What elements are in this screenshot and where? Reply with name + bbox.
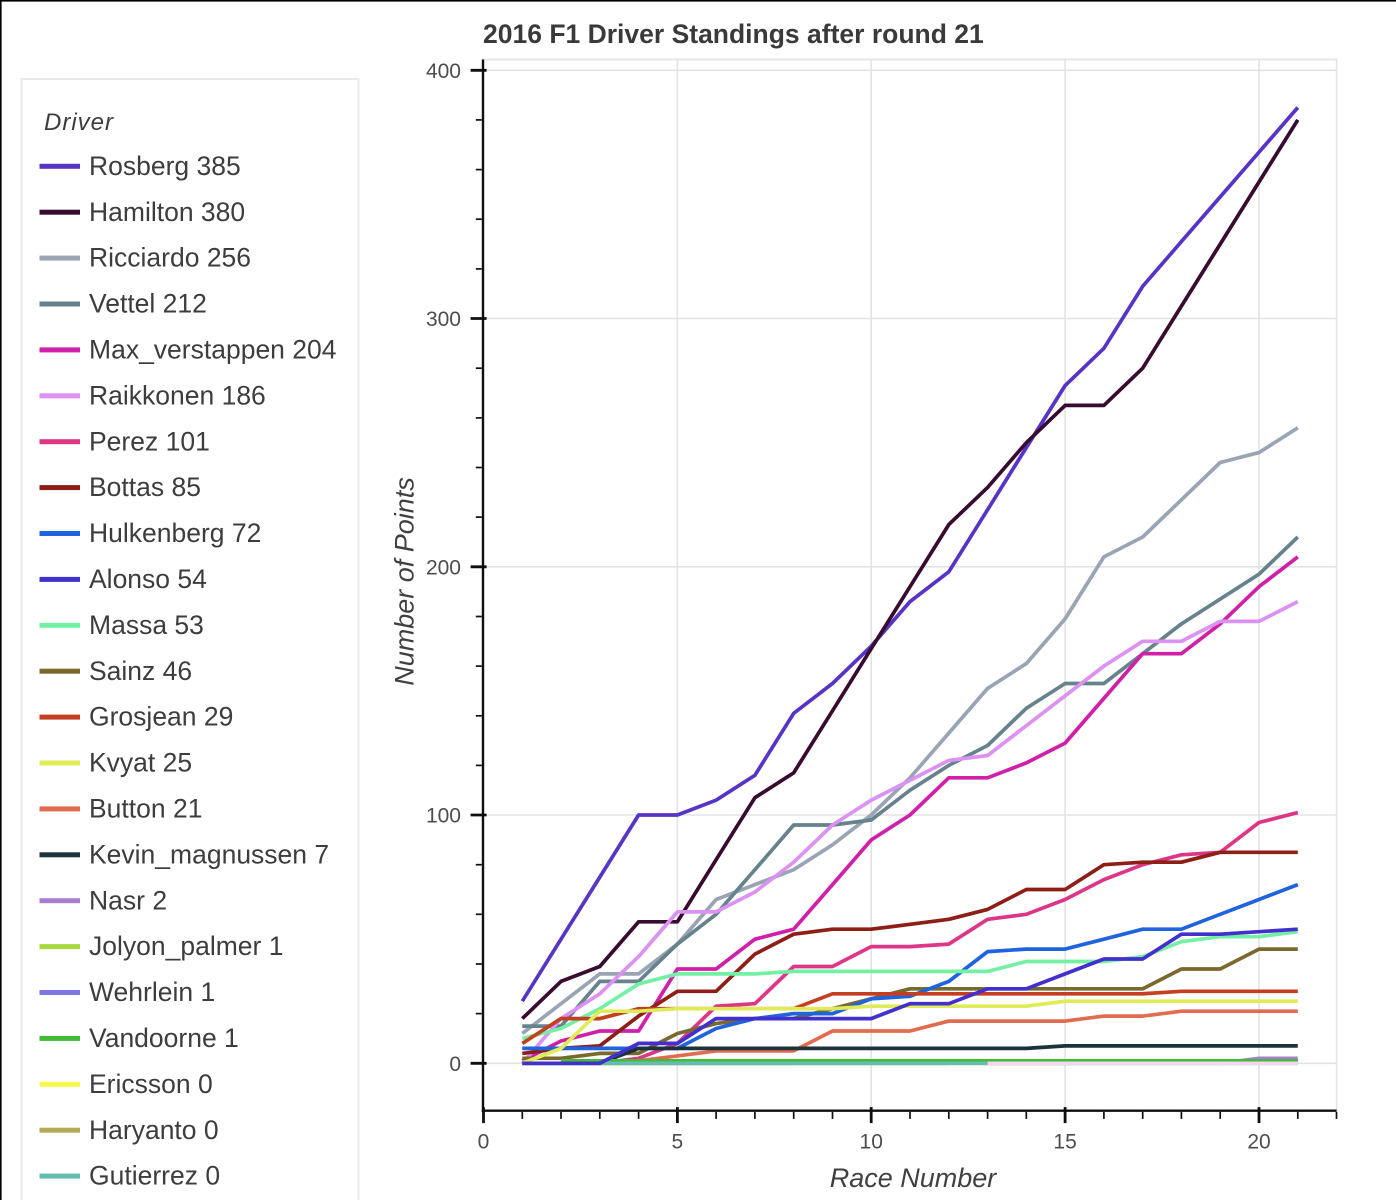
svg-text:2016 F1 Driver Standings after: 2016 F1 Driver Standings after round 21: [483, 19, 984, 49]
svg-text:300: 300: [426, 308, 461, 331]
svg-text:Vettel 212: Vettel 212: [89, 289, 207, 319]
svg-text:Wehrlein 1: Wehrlein 1: [89, 977, 215, 1007]
svg-text:Vandoorne 1: Vandoorne 1: [89, 1023, 239, 1053]
svg-text:Alonso 54: Alonso 54: [89, 564, 207, 594]
svg-text:Haryanto 0: Haryanto 0: [89, 1115, 219, 1145]
svg-text:20: 20: [1247, 1131, 1270, 1154]
svg-text:Ericsson 0: Ericsson 0: [89, 1069, 213, 1099]
svg-text:Sainz 46: Sainz 46: [89, 656, 192, 686]
svg-text:Hulkenberg 72: Hulkenberg 72: [89, 518, 261, 548]
svg-text:Rosberg 385: Rosberg 385: [89, 151, 241, 181]
svg-text:Ricciardo 256: Ricciardo 256: [89, 243, 251, 273]
svg-text:Kevin_magnussen 7: Kevin_magnussen 7: [89, 839, 329, 869]
svg-text:Bottas 85: Bottas 85: [89, 472, 201, 502]
svg-text:400: 400: [426, 60, 461, 83]
svg-text:15: 15: [1053, 1131, 1076, 1154]
svg-text:Raikkonen 186: Raikkonen 186: [89, 380, 266, 410]
svg-text:Hamilton 380: Hamilton 380: [89, 197, 245, 227]
svg-text:200: 200: [426, 556, 461, 579]
svg-text:Kvyat 25: Kvyat 25: [89, 748, 192, 778]
svg-text:Grosjean 29: Grosjean 29: [89, 702, 233, 732]
svg-text:Jolyon_palmer 1: Jolyon_palmer 1: [89, 931, 283, 961]
svg-text:0: 0: [478, 1131, 490, 1154]
svg-text:Massa 53: Massa 53: [89, 610, 204, 640]
svg-text:5: 5: [672, 1131, 684, 1154]
svg-text:Button 21: Button 21: [89, 794, 202, 824]
svg-text:100: 100: [426, 805, 461, 828]
svg-text:Race Number: Race Number: [830, 1163, 998, 1193]
svg-text:0: 0: [449, 1053, 461, 1076]
svg-text:10: 10: [860, 1131, 883, 1154]
svg-text:Driver: Driver: [44, 109, 114, 136]
svg-text:Nasr 2: Nasr 2: [89, 885, 167, 915]
svg-text:Gutierrez 0: Gutierrez 0: [89, 1161, 220, 1191]
svg-text:Max_verstappen 204: Max_verstappen 204: [89, 335, 337, 365]
svg-text:Perez 101: Perez 101: [89, 426, 210, 456]
svg-text:Number of Points: Number of Points: [390, 477, 420, 686]
